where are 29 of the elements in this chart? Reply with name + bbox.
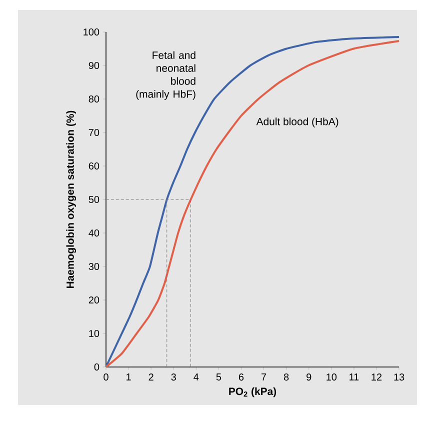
y-tick-label: 80 [88, 95, 100, 103]
x-tick-label: 11 [350, 374, 359, 380]
y-tick-label: 40 [88, 229, 100, 237]
x-tick-label: 8 [284, 374, 289, 381]
y-tick-label: 100 [84, 28, 100, 36]
y-tick-label: 30 [88, 262, 100, 270]
x-tick-label: 0 [104, 374, 108, 381]
y-tick-label: 60 [88, 162, 100, 170]
x-tick-label: 2 [148, 374, 154, 380]
x-tick-label: 12 [372, 374, 382, 380]
y-axis-title: Haemoglobin oxygen saturation (%) [66, 110, 76, 288]
x-tick-label: 13 [394, 374, 404, 381]
y-tick-label: 70 [88, 128, 100, 136]
x-tick-label: 6 [238, 374, 244, 381]
x-tick-label: 3 [171, 374, 176, 381]
y-tick-label: 20 [88, 296, 100, 304]
x-tick-label: 10 [326, 374, 337, 381]
x-tick-label: 9 [306, 374, 312, 381]
x-axis-title: PO$_{2}$ (kPa) [229, 387, 276, 398]
y-tick-label: 10 [89, 330, 100, 338]
y-tick-label: 0 [94, 363, 100, 371]
y-tick-label: 90 [88, 62, 100, 70]
x-tick-label: 5 [216, 374, 222, 380]
series-label: Fetal and neonatal blood (mainly HbF) [136, 51, 196, 100]
x-tick-label: 1 [126, 374, 131, 380]
x-tick-label: 4 [194, 374, 199, 380]
series-label: Adult blood (HbA) [256, 118, 338, 128]
x-tick-label: 7 [262, 374, 266, 380]
y-tick-label: 50 [88, 196, 100, 204]
